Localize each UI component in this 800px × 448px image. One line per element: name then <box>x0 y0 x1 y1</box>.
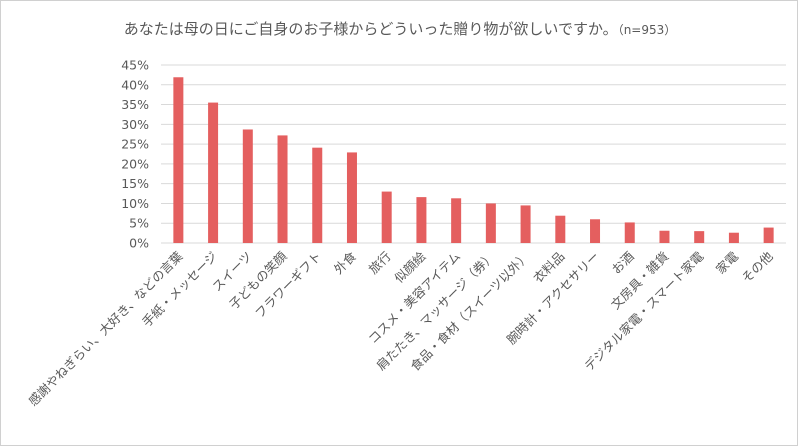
bar <box>763 227 774 243</box>
bar <box>659 230 670 243</box>
y-tick-label: 25% <box>121 137 149 152</box>
y-tick-label: 30% <box>121 117 149 132</box>
x-tick-label: お酒 <box>609 249 637 277</box>
bar <box>173 77 184 243</box>
y-tick-label: 45% <box>121 58 149 73</box>
bar <box>242 129 253 243</box>
y-tick-label: 35% <box>121 97 149 112</box>
chart-title-text: あなたは母の日にご自身のお子様からどういった贈り物が欲しいですか。 <box>123 20 618 38</box>
bar <box>520 205 531 243</box>
bar <box>485 203 496 243</box>
chart-title: あなたは母の日にご自身のお子様からどういった贈り物が欲しいですか。（n=953） <box>0 18 800 39</box>
x-tick-label: 旅行 <box>366 249 394 277</box>
bar <box>624 222 635 243</box>
bar <box>381 191 392 243</box>
y-tick-label: 15% <box>121 176 149 191</box>
chart-sample-size: （n=953） <box>617 23 677 37</box>
y-tick-label: 10% <box>121 196 149 211</box>
bar <box>416 197 427 243</box>
bar <box>555 215 566 243</box>
x-tick-label: その他 <box>739 248 776 285</box>
bar <box>728 232 739 243</box>
y-tick-label: 40% <box>121 77 149 92</box>
bar <box>312 147 323 243</box>
x-tick-label: 家電 <box>713 248 742 277</box>
y-tick-label: 20% <box>121 156 149 171</box>
bar <box>694 231 705 243</box>
bar <box>451 198 462 243</box>
y-tick-label: 5% <box>129 216 149 231</box>
bar <box>590 219 601 243</box>
bar <box>346 152 357 243</box>
y-tick-label: 0% <box>129 236 149 251</box>
x-tick-label: 感謝やねぎらい、大好き、などの言葉 <box>25 248 186 409</box>
bar <box>208 102 219 243</box>
x-tick-label: 外食 <box>331 248 360 277</box>
bar <box>277 135 288 243</box>
